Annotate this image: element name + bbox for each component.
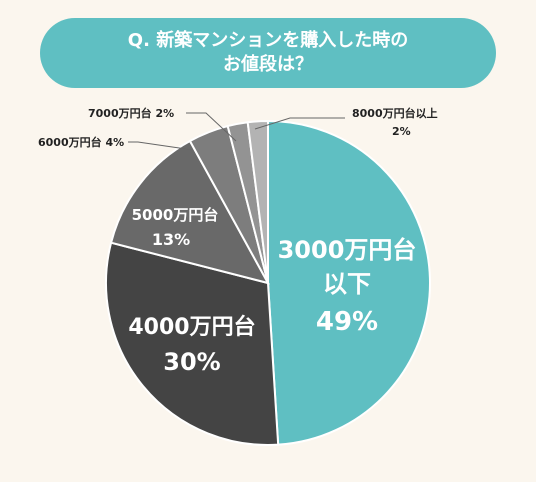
label-8000-line1: 8000万円台以上 [352,106,438,120]
label-3000-line1: 3000万円台 [278,236,417,264]
slice-4000 [105,241,280,446]
leader-line-6000 [128,141,194,151]
label-5000-percent: 13% [152,230,190,249]
chart-title-line-2: お値段は？ [223,54,313,75]
label-6000: 6000万円台 4% [38,135,124,149]
chart-title-banner: Q. 新築マンションを購入した時の お値段は？ [40,18,496,88]
slice-5000 [109,139,270,285]
inner-labels: 3000万円台 以下 49% 4000万円台 30% 5000万円台 13% [128,206,416,376]
label-3000-percent: 49% [316,307,378,337]
pie-slices [105,119,431,446]
outer-labels: 6000万円台 4% 7000万円台 2% 8000万円台以上 2% [38,106,438,149]
label-4000-line1: 4000万円台 [128,314,255,340]
leader-line-7000 [186,112,237,142]
label-7000: 7000万円台 2% [88,106,174,120]
leader-line-8000 [254,117,345,130]
label-3000-line2: 以下 [323,270,371,298]
slice-8000 [246,119,269,284]
leader-lines [128,112,345,151]
slice-3000 [267,119,431,446]
label-8000-percent: 2% [392,125,411,138]
label-5000-line1: 5000万円台 [132,206,219,224]
label-4000-percent: 30% [163,348,220,376]
chart-title-line-1: Q. 新築マンションを購入した時の [127,30,409,51]
